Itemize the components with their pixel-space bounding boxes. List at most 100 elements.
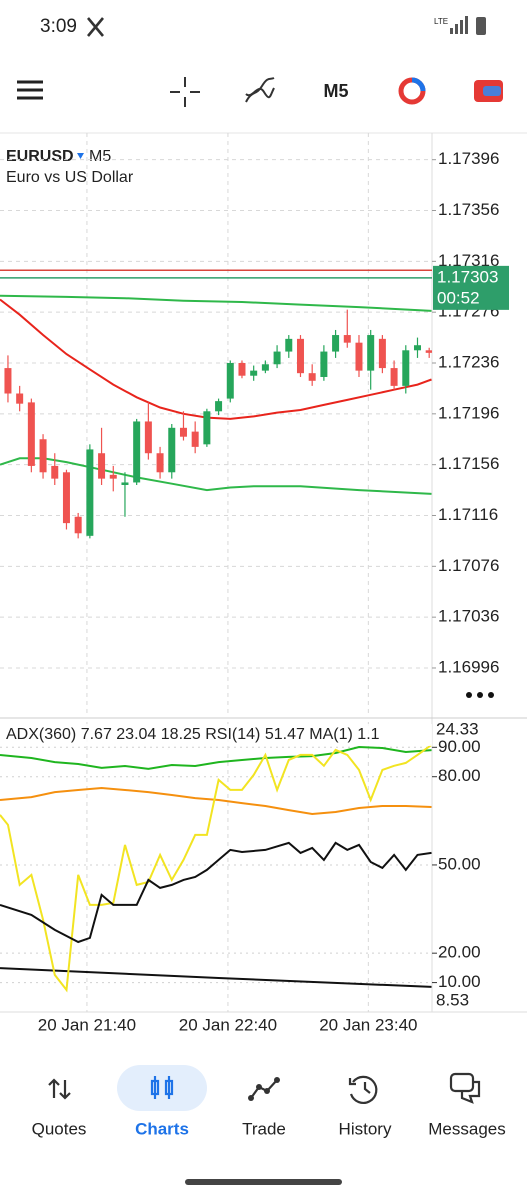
more-button[interactable] [466, 692, 494, 698]
candle-body [133, 421, 141, 483]
nav-tab[interactable]: Quotes [32, 1119, 87, 1138]
signal-icon [450, 16, 468, 34]
y2-tick-label: 24.33 [436, 719, 479, 738]
y-tick-label: 1.17036 [438, 607, 499, 626]
x-tick-label: 20 Jan 22:40 [179, 1015, 277, 1034]
moving-average [0, 298, 432, 420]
bar-countdown: 00:52 [437, 288, 480, 307]
indicator-line [0, 744, 432, 993]
bid-price-box [433, 265, 509, 310]
y-tick-label: 1.17116 [438, 505, 498, 524]
crosshair-button[interactable] [170, 77, 200, 107]
y-tick-label: 1.17396 [438, 149, 499, 168]
candle-body [296, 338, 304, 374]
candle-body [332, 335, 340, 352]
nav-tab[interactable]: Trade [242, 1119, 286, 1138]
y-tick-label: 90.00 [438, 737, 481, 756]
candle-body [402, 350, 410, 386]
candle-body [144, 421, 152, 454]
candle-body [203, 411, 211, 445]
candle-body [168, 427, 176, 473]
candle-body [39, 439, 47, 473]
nav-tab[interactable]: Charts [135, 1119, 189, 1138]
candle-body [109, 474, 117, 479]
candle-body [425, 350, 432, 353]
candle-body [51, 465, 59, 479]
candle-body [226, 363, 234, 399]
network-type: LTE [434, 17, 448, 26]
moving-average [0, 294, 432, 312]
home-indicator [185, 1179, 342, 1185]
y-tick-label: 1.17316 [438, 251, 499, 270]
candle-body [378, 338, 386, 369]
symbol-description: Euro vs US Dollar [6, 169, 134, 186]
status-time: 3:09 [40, 16, 77, 37]
candle-body [215, 401, 223, 412]
candle-body [191, 431, 199, 447]
x-tick-label: 20 Jan 21:40 [38, 1015, 136, 1034]
indicator-title: ADX(360) 7.67 23.04 18.25 RSI(14) 51.47 … [6, 726, 380, 743]
candle-body [355, 342, 363, 371]
title-background [0, 724, 432, 746]
symbol-dropdown[interactable] [77, 153, 84, 159]
candle-body [238, 363, 246, 376]
y-tick-label: 1.17196 [438, 403, 499, 422]
plot-area [0, 744, 432, 993]
indicator-line [0, 967, 432, 988]
y-tick-label: 1.16996 [438, 657, 499, 676]
y-tick-label: 1.17236 [438, 352, 499, 371]
messages-icon[interactable] [449, 1072, 481, 1104]
charts-icon[interactable] [150, 1076, 174, 1099]
menu-button[interactable] [17, 80, 43, 100]
timeframe-button[interactable]: M5 [323, 81, 348, 101]
chart-timeframe: M5 [89, 148, 111, 165]
indicator-line [0, 745, 432, 770]
y-tick-label: 20.00 [438, 943, 481, 962]
candle-body [74, 516, 82, 534]
y2-tick-label: 8.53 [436, 990, 469, 1009]
y-tick-label: 1.17356 [438, 200, 499, 219]
candle-body [343, 335, 351, 343]
nav-tab[interactable]: Messages [428, 1119, 505, 1138]
candle-body [285, 338, 293, 352]
active-tab-background [117, 1065, 207, 1111]
candle-body [62, 472, 70, 524]
y-tick-label: 1.17076 [438, 556, 499, 575]
y-tick-label: 80.00 [438, 766, 481, 785]
candle-body [98, 453, 106, 479]
indicator-line [0, 786, 432, 816]
trade-icon[interactable] [398, 77, 426, 105]
candle-body [156, 453, 164, 473]
y-tick-label: 10.00 [438, 972, 481, 991]
account-icon[interactable] [474, 80, 503, 102]
history-icon[interactable] [348, 1075, 378, 1104]
candle-body [250, 370, 258, 376]
candle-body [4, 368, 12, 394]
candle-body [308, 373, 316, 381]
candle-body [273, 351, 281, 365]
candle-body [413, 345, 421, 351]
candle-body [367, 335, 375, 371]
y-tick-label: 1.17156 [438, 454, 499, 473]
candle-body [261, 364, 269, 371]
candle-body [27, 402, 35, 466]
nav-tab[interactable]: History [339, 1119, 392, 1138]
indicators-button[interactable] [245, 77, 275, 103]
symbol[interactable]: EURUSD [6, 148, 74, 165]
candle-body [390, 368, 398, 386]
y-tick-label: 50.00 [438, 854, 481, 873]
quotes-icon[interactable] [48, 1078, 71, 1100]
candle-body [16, 393, 24, 404]
candle-body [86, 449, 94, 536]
x-tick-label: 20 Jan 23:40 [319, 1015, 417, 1034]
plot-area [0, 294, 432, 539]
candle-body [320, 351, 328, 377]
x-logo [87, 17, 104, 37]
battery-icon [476, 17, 486, 35]
indicator-line [0, 841, 432, 944]
bid-price: 1.17303 [437, 267, 498, 286]
candle-body [121, 482, 129, 485]
trade-tab-icon[interactable] [248, 1077, 280, 1101]
